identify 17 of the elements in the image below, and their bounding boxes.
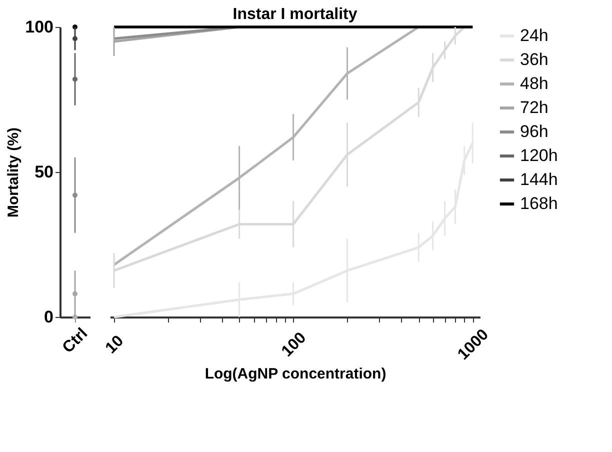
legend-label: 120h <box>520 146 558 165</box>
y-tick-label: 50 <box>34 162 54 182</box>
legend-label: 72h <box>520 98 548 117</box>
legend-label: 168h <box>520 194 558 213</box>
legend-label: 96h <box>520 122 548 141</box>
legend-label: 24h <box>520 26 548 45</box>
legend-label: 48h <box>520 74 548 93</box>
y-axis-title: Mortality (%) <box>5 127 22 218</box>
legend-label: 144h <box>520 170 558 189</box>
x-tick-label: 10 <box>102 332 128 358</box>
chart-title: Instar I mortality <box>232 6 358 23</box>
y-tick-label: 100 <box>25 18 54 36</box>
x-axis-title: Log(AgNP concentration) <box>204 366 386 383</box>
x-tick-label: Ctrl <box>60 325 92 357</box>
x-tick-label: 100 <box>278 329 310 360</box>
y-tick-label: 0 <box>44 308 54 326</box>
legend-label: 36h <box>520 50 548 69</box>
